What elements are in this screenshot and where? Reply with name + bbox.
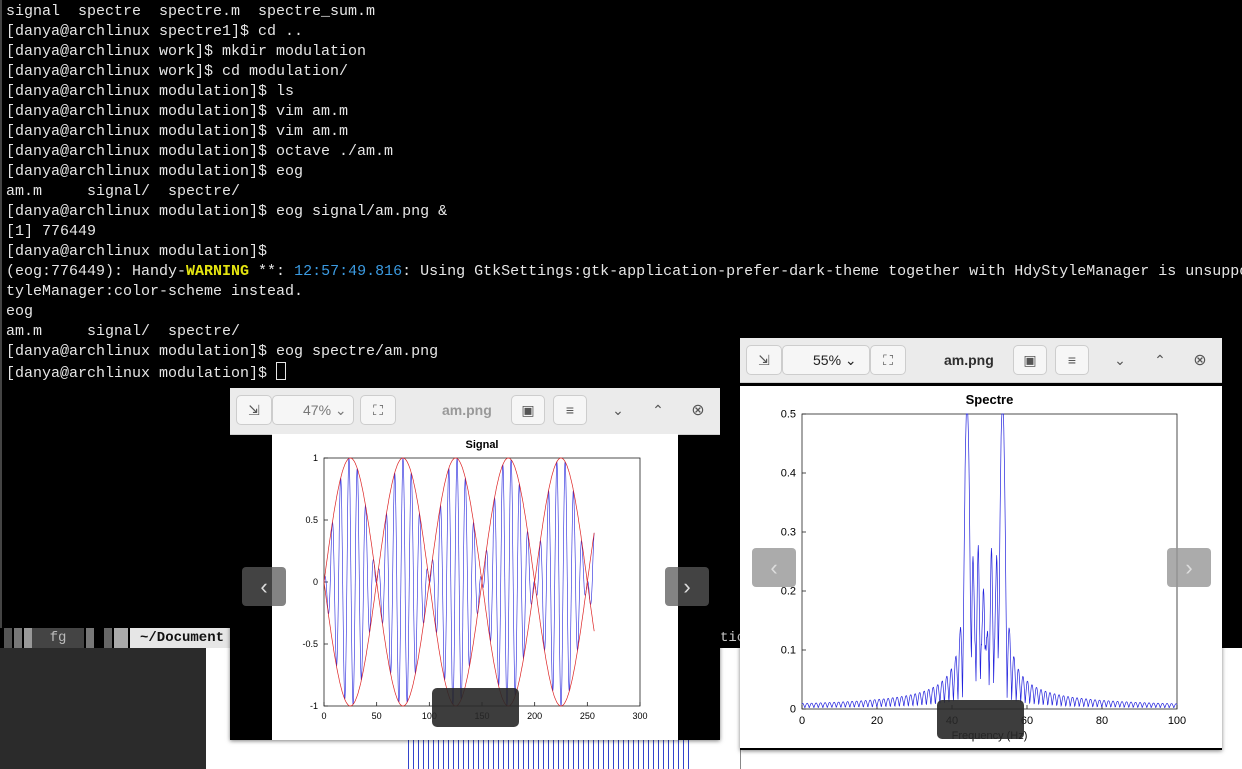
zoom-level: 47% bbox=[303, 402, 332, 418]
window-title: am.png bbox=[442, 402, 492, 418]
warning-time: 12:57:49.816 bbox=[294, 263, 403, 280]
tail: tic bbox=[720, 630, 740, 646]
terminal-line: [danya@archlinux modulation]$ octave ./a… bbox=[6, 143, 394, 160]
x-tick-label: 80 bbox=[1096, 715, 1108, 727]
warning-line: (eog:776449): Handy-WARNING **: 12:57:49… bbox=[6, 262, 1242, 282]
block bbox=[4, 628, 12, 648]
terminal-line: am.m signal/ spectre/ bbox=[6, 323, 241, 340]
zoom-out-button[interactable]: ⇲ bbox=[746, 345, 782, 375]
x-tick-label: 0 bbox=[321, 711, 326, 721]
zoom-menu[interactable]: 55% ⌄ bbox=[782, 345, 870, 375]
warning-text: **: bbox=[249, 263, 295, 280]
close-button[interactable]: ⊗ bbox=[691, 402, 705, 419]
terminal-line: am.m signal/ spectre/ bbox=[6, 183, 241, 200]
fit-button[interactable]: ▣ bbox=[511, 395, 545, 425]
close-button[interactable]: ⊗ bbox=[1193, 352, 1207, 369]
zoom-in-button[interactable]: ⛶ bbox=[360, 395, 396, 425]
block bbox=[104, 628, 112, 648]
terminal-line: [danya@archlinux modulation]$ eog spectr… bbox=[6, 343, 439, 360]
y-tick-label: 0 bbox=[790, 704, 796, 716]
plot-image: Spectre02040608010000.10.20.30.40.5Frequ… bbox=[740, 386, 1222, 748]
block bbox=[14, 628, 22, 648]
block bbox=[24, 628, 32, 648]
window-title: am.png bbox=[944, 352, 994, 368]
block bbox=[114, 628, 128, 648]
path: ~/Document bbox=[130, 628, 230, 648]
zoom-level: 55% bbox=[813, 352, 842, 368]
header-bar: ⇲ 47% ⌄ ⛶ am.png ▣ ≡ ⌄ ⌃ ⊗ bbox=[230, 388, 720, 435]
zoom-out-button[interactable]: ⇲ bbox=[236, 395, 272, 425]
y-tick-label: 0.2 bbox=[781, 586, 796, 598]
rotate-toolbar[interactable] bbox=[937, 700, 1024, 739]
y-tick-label: 0.5 bbox=[305, 515, 318, 525]
waveform bbox=[323, 457, 595, 707]
prompt-line: [danya@archlinux modulation]$ bbox=[6, 362, 287, 382]
prompt: [danya@archlinux modulation]$ bbox=[6, 365, 277, 382]
terminal-line: eog bbox=[6, 303, 34, 320]
y-tick-label: 0 bbox=[313, 577, 318, 587]
fit-button[interactable]: ▣ bbox=[1013, 345, 1047, 375]
warning-text: (eog:776449): Handy- bbox=[6, 263, 187, 280]
x-tick-label: 100 bbox=[422, 711, 437, 721]
y-tick-label: 0.5 bbox=[781, 409, 796, 421]
y-tick-label: 0.3 bbox=[781, 527, 796, 539]
terminal-line: tyleManager:color-scheme instead. bbox=[6, 283, 304, 300]
terminal-line: [danya@archlinux work]$ cd modulation/ bbox=[6, 63, 349, 80]
header-bar: ⇲ 55% ⌄ ⛶ am.png ▣ ≡ ⌄ ⌃ ⊗ bbox=[740, 338, 1222, 383]
x-tick-label: 50 bbox=[372, 711, 382, 721]
cursor bbox=[276, 362, 287, 380]
x-tick-label: 250 bbox=[580, 711, 595, 721]
y-tick-label: 0.4 bbox=[781, 468, 796, 480]
envelope bbox=[323, 457, 595, 707]
warning-level: WARNING bbox=[186, 263, 250, 280]
warning-text: : Using GtkSettings:gtk-application-pref… bbox=[402, 263, 1242, 280]
x-tick-label: 20 bbox=[871, 715, 883, 727]
background-window bbox=[740, 750, 1231, 769]
terminal-line: [danya@archlinux modulation]$ vim am.m bbox=[6, 103, 349, 120]
previous-image[interactable]: ‹ bbox=[752, 548, 796, 587]
x-tick-label: 0 bbox=[799, 715, 805, 727]
terminal-line: [danya@archlinux modulation]$ eog bbox=[6, 163, 304, 180]
previous-image[interactable]: ‹ bbox=[242, 567, 286, 606]
background-window bbox=[404, 740, 692, 769]
y-tick-label: 1 bbox=[313, 453, 318, 463]
x-tick-label: 200 bbox=[527, 711, 542, 721]
y-tick-label: -0.5 bbox=[302, 639, 318, 649]
image-viewer: ⇲ 55% ⌄ ⛶ am.png ▣ ≡ ⌄ ⌃ ⊗ Spectre020406… bbox=[740, 338, 1222, 750]
plot-title: Spectre bbox=[966, 392, 1014, 407]
job: fg bbox=[32, 628, 84, 648]
terminal-line: signal spectre spectre.m spectre_sum.m bbox=[6, 3, 376, 20]
next-image[interactable]: › bbox=[1167, 548, 1211, 587]
image-viewer: ⇲ 47% ⌄ ⛶ am.png ▣ ≡ ⌄ ⌃ ⊗ Signal 0 50 100 1… bbox=[230, 388, 720, 740]
desktop-panel bbox=[0, 648, 206, 769]
terminal-line: [danya@archlinux modulation]$ eog signal… bbox=[6, 203, 448, 220]
rotate-toolbar[interactable] bbox=[432, 688, 519, 727]
menu-button[interactable]: ≡ bbox=[1055, 345, 1089, 375]
prev-button[interactable]: ⌄ bbox=[612, 401, 624, 418]
next-button[interactable]: ⌃ bbox=[652, 401, 664, 418]
terminal-line: [danya@archlinux modulation]$ ls bbox=[6, 83, 295, 100]
x-tick-label: 300 bbox=[632, 711, 647, 721]
zoom-in-button[interactable]: ⛶ bbox=[870, 345, 906, 375]
next-button[interactable]: ⌃ bbox=[1154, 351, 1166, 368]
terminal-line: [1] 776449 bbox=[6, 223, 97, 240]
terminal-line: [danya@archlinux spectre1]$ cd .. bbox=[6, 23, 304, 40]
prev-button[interactable]: ⌄ bbox=[1114, 351, 1126, 368]
terminal-line: [danya@archlinux modulation]$ vim am.m bbox=[6, 123, 349, 140]
x-tick-label: 100 bbox=[1168, 715, 1186, 727]
y-tick-label: 0.1 bbox=[781, 645, 796, 657]
plot-title: Signal bbox=[465, 439, 498, 451]
terminal-line: [danya@archlinux work]$ mkdir modulation bbox=[6, 43, 367, 60]
block bbox=[86, 628, 94, 648]
terminal-line: [danya@archlinux modulation]$ bbox=[6, 243, 268, 260]
spectrum bbox=[801, 413, 1178, 709]
y-tick-label: -1 bbox=[310, 701, 318, 711]
zoom-menu[interactable]: 47% ⌄ bbox=[272, 395, 354, 425]
next-image[interactable]: › bbox=[665, 567, 709, 606]
menu-button[interactable]: ≡ bbox=[553, 395, 587, 425]
